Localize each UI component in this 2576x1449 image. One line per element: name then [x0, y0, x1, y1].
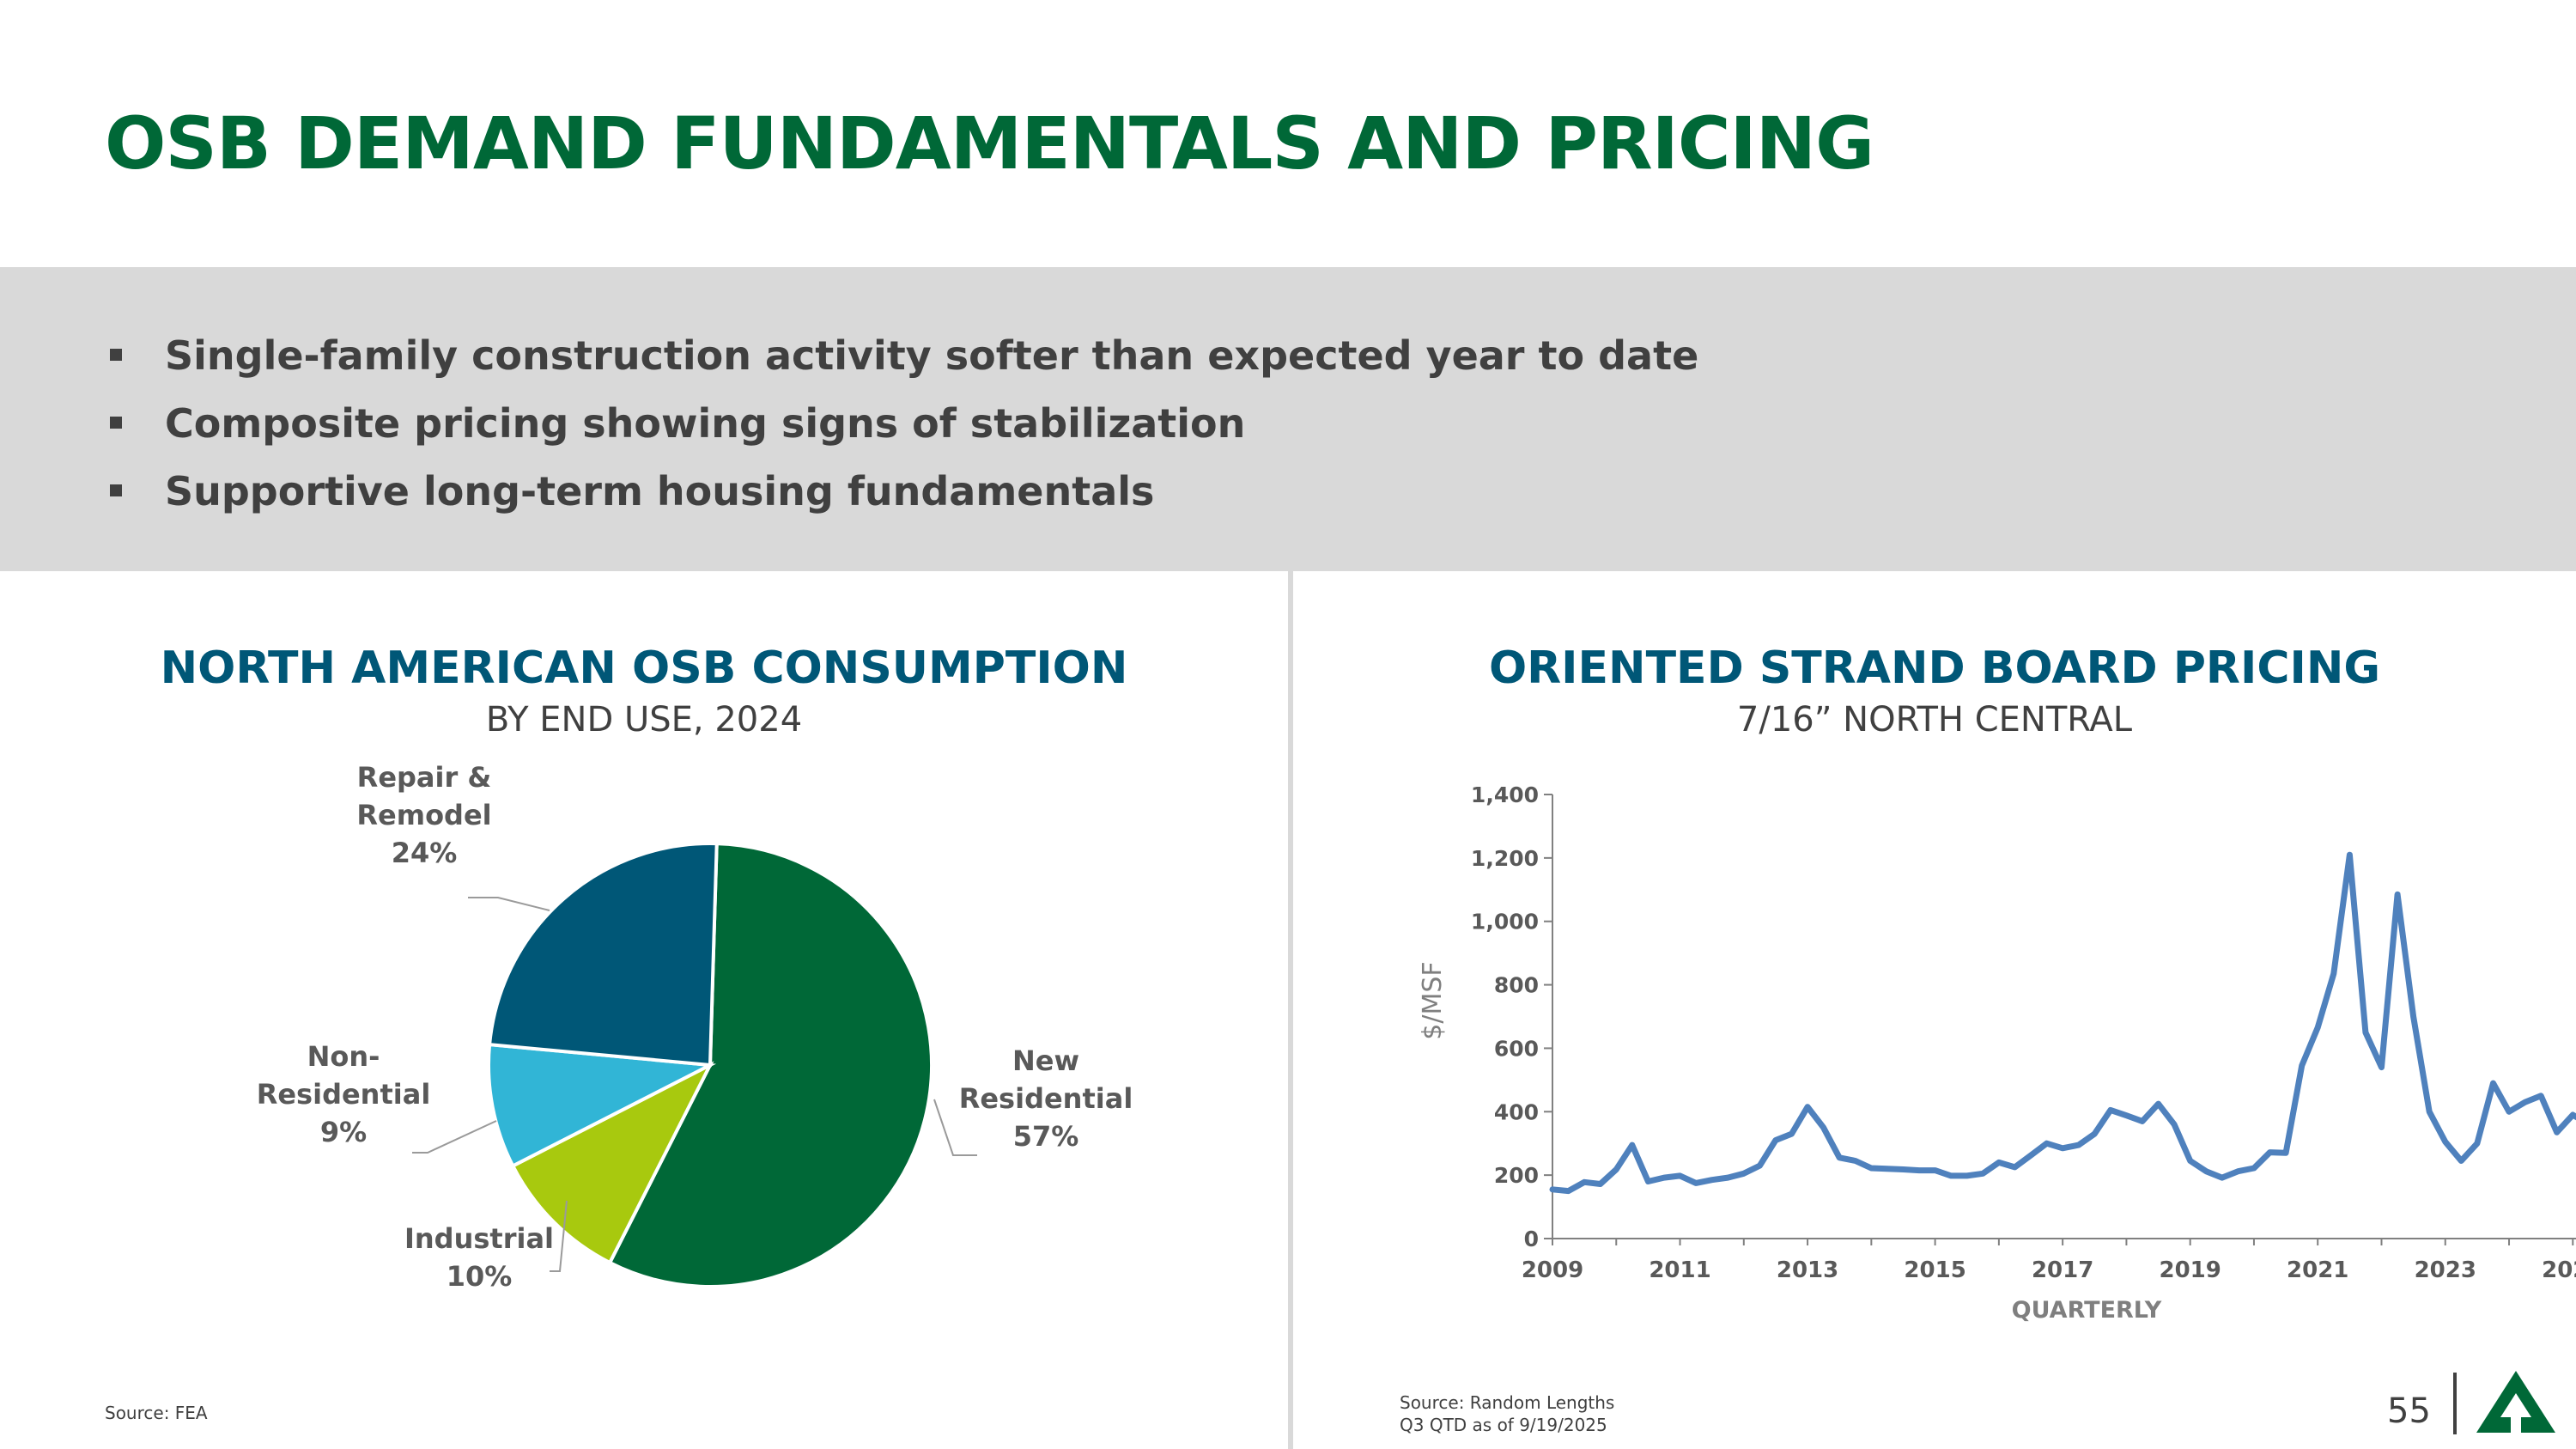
pie-value-label: 57% — [1013, 1120, 1079, 1153]
page-number: 55 — [2387, 1391, 2431, 1431]
line-chart-subtitle: 7/16” NORTH CENTRAL — [1736, 700, 2133, 740]
bullet-item: Supportive long-term housing fundamental… — [103, 458, 1698, 526]
pie-leader-line — [468, 897, 550, 911]
pie-category-label: Non- — [307, 1040, 380, 1073]
x-tick-label: 2017 — [2032, 1257, 2093, 1283]
pie-chart-title: NORTH AMERICAN OSB CONSUMPTION — [160, 642, 1128, 694]
pie-category-label: Repair & — [357, 761, 492, 794]
y-tick-label: 200 — [1494, 1163, 1539, 1188]
highlights-list: Single-family construction activity soft… — [103, 322, 1698, 526]
y-tick-label: 1,200 — [1471, 846, 1539, 871]
bullet-square-icon — [110, 484, 122, 496]
bullet-item: Single-family construction activity soft… — [103, 322, 1698, 390]
pie-chart-subtitle: BY END USE, 2024 — [485, 700, 803, 740]
pie-category-label: Residential — [959, 1082, 1133, 1115]
x-tick-label: 2023 — [2415, 1257, 2476, 1283]
panel-divider — [1288, 571, 1293, 1449]
pie-slice-repair-remodel — [487, 842, 719, 1068]
pie-category-label: Residential — [257, 1078, 431, 1111]
pie-chart: New Residential 57% Industrial 10% Non- Reside… — [257, 761, 1133, 1293]
y-tick-label: 0 — [1524, 1227, 1539, 1251]
pie-slice-non-residential — [487, 1042, 717, 1169]
bullet-square-icon — [110, 349, 122, 361]
right-source-note: Source: Random Lengths Q3 QTD as of 9/19… — [1400, 1391, 1614, 1436]
x-tick-label: 2019 — [2159, 1257, 2221, 1283]
pie-category-label: Remodel — [356, 799, 491, 831]
pie-slice-new-residential — [607, 842, 933, 1288]
x-tick-label: 2025 — [2542, 1257, 2576, 1283]
pie-leader-line — [412, 1120, 497, 1154]
footer-separator — [2453, 1373, 2457, 1434]
x-tick-label: 2021 — [2287, 1257, 2348, 1283]
pie-leader-line — [550, 1200, 568, 1272]
x-tick-label: 2013 — [1777, 1257, 1838, 1283]
x-tick-label: 2011 — [1649, 1257, 1710, 1283]
y-tick-label: 400 — [1494, 1099, 1539, 1124]
x-tick-label: 2015 — [1904, 1257, 1965, 1283]
bullet-square-icon — [110, 417, 122, 429]
pie-leader-line — [933, 1099, 977, 1156]
y-tick-label: 1,400 — [1471, 782, 1539, 807]
y-tick-label: 800 — [1494, 973, 1539, 998]
pie-value-label: 10% — [447, 1260, 513, 1293]
y-tick-label: 1,000 — [1471, 910, 1539, 935]
pie-category-label: New — [1012, 1044, 1079, 1077]
pie-value-label: 9% — [320, 1116, 367, 1148]
highlights-band — [0, 267, 2576, 571]
left-source-note: Source: FEA — [105, 1403, 208, 1423]
osb-price-line — [1549, 851, 2576, 1195]
y-tick-label: 600 — [1494, 1036, 1539, 1061]
right-asof-line: Q3 QTD as of 9/19/2025 — [1400, 1415, 1607, 1435]
right-source-line: Source: Random Lengths — [1400, 1392, 1615, 1413]
triangle-tree-logo-icon — [2476, 1371, 2555, 1433]
y-axis-title: $/MSF — [1418, 961, 1448, 1039]
pie-slice-industrial — [510, 1061, 714, 1265]
pie-value-label: 24% — [392, 837, 458, 869]
line-chart: 0 200 400 600 800 1,000 1,200 1,400 2009 2011 2013… — [1418, 782, 2576, 1324]
bullet-item: Composite pricing showing signs of stabi… — [103, 390, 1698, 458]
x-tick-label: 2009 — [1522, 1257, 1583, 1283]
pie-category-label: Industrial — [404, 1222, 554, 1255]
line-chart-title: ORIENTED STRAND BOARD PRICING — [1488, 642, 2381, 694]
page-title: OSB DEMAND FUNDAMENTALS AND PRICING — [105, 101, 1874, 186]
x-axis-title: QUARTERLY — [2012, 1297, 2162, 1324]
